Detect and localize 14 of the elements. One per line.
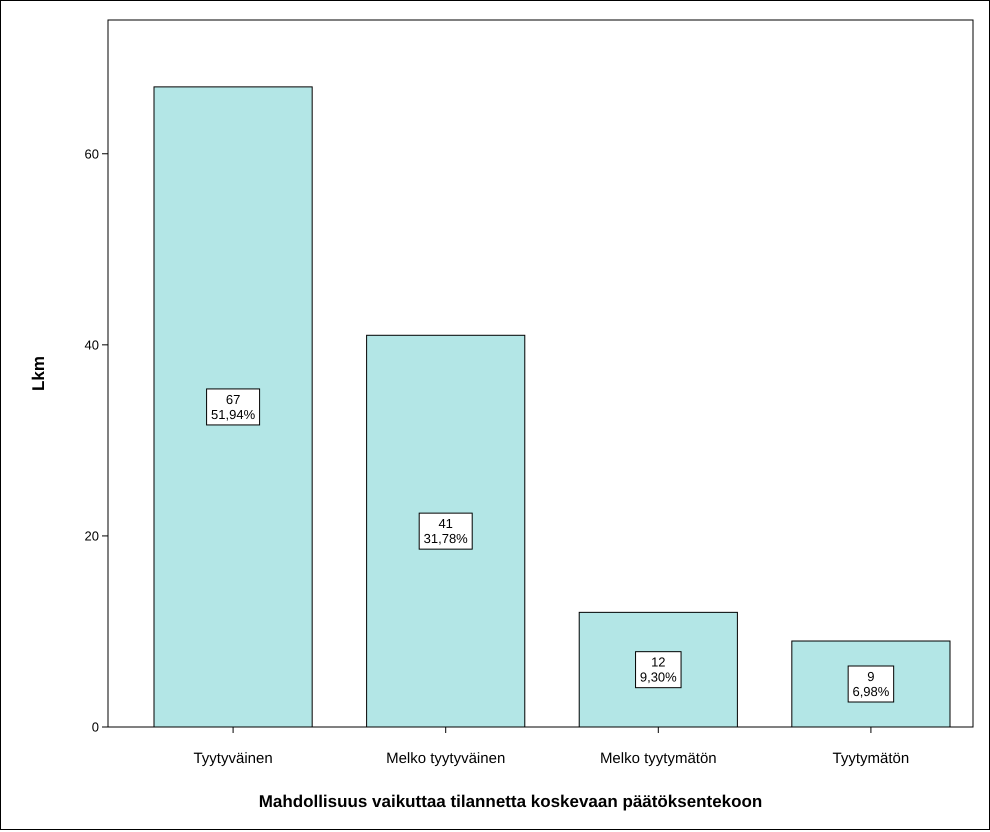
y-tick-label: 60 [84, 146, 99, 162]
x-axis-title: Mahdollisuus vaikuttaa tilannetta koskevaan päätöksentekoon [258, 792, 762, 811]
y-tick-label: 20 [84, 528, 99, 544]
y-axis-title: Lkm [29, 356, 48, 391]
x-tick-label: Tyytyväinen [193, 750, 273, 767]
x-tick-label: Tyytymätön [832, 750, 910, 767]
data-label: 12 9,30% [640, 654, 678, 685]
y-tick-label: 40 [84, 337, 99, 352]
data-label: 41 31,78% [424, 516, 468, 546]
data-label: 67 51,94% [211, 392, 256, 422]
y-tick-label: 0 [92, 720, 99, 735]
x-tick-label: Melko tyytymätön [600, 750, 717, 767]
data-label: 9 6,98% [852, 669, 890, 700]
x-tick-label: Melko tyytyväinen [386, 750, 506, 767]
